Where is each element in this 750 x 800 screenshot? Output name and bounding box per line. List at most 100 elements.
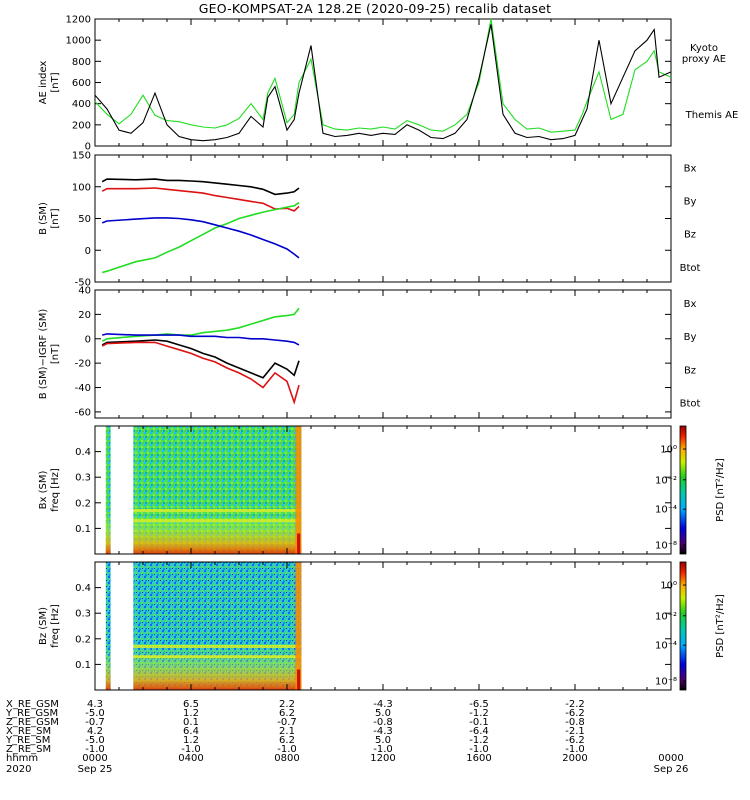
ephemeris-cell: 5.0 xyxy=(375,735,391,746)
ephemeris-cell: -0.7 xyxy=(277,717,297,728)
bx-line xyxy=(102,333,300,346)
ephemeris-cell: 6.4 xyxy=(183,726,199,737)
ephemeris-row-label: 2020 xyxy=(6,764,31,775)
ephemeris-cell: -0.7 xyxy=(85,717,105,728)
colorbar xyxy=(679,425,687,555)
ephemeris-cell: 2.2 xyxy=(279,699,295,710)
ephemeris-cell: 4.3 xyxy=(87,699,103,710)
colorbar-tick-label: 10⁻⁸ xyxy=(655,677,677,688)
low-frequency-power xyxy=(133,426,302,554)
colorbar-tick-label: 10⁰ xyxy=(660,445,677,456)
ephemeris-cell: -6.5 xyxy=(469,699,489,710)
y-tick-label: 0.1 xyxy=(75,660,91,671)
ephemeris-cell: 0000 xyxy=(82,753,107,764)
ae-panel: 0 200 400 600 800 1000 1200 AE index [nT] Kyotopr… xyxy=(38,15,738,153)
y-tick-label: 20 xyxy=(78,310,91,321)
y-tick-label: 0.3 xyxy=(75,609,91,620)
ephemeris-cell: Sep 25 xyxy=(78,764,113,775)
y-tick-label: 0.2 xyxy=(75,634,91,645)
ephemeris-row-label: Z_RE_GSM xyxy=(6,717,59,728)
ephemeris-cell: 0800 xyxy=(274,753,299,764)
btot-line xyxy=(101,178,300,196)
colorbar-tick-label: 10⁻² xyxy=(655,611,677,622)
bz-spectrogram-panel: 0.1 0.2 0.3 0.4 Bz (SM) freq [Hz] 10⁰ 10⁻² 10⁻⁴ 1… xyxy=(38,561,726,691)
ephemeris-cell: 4.2 xyxy=(87,726,103,737)
y-tick-label: 150 xyxy=(72,151,91,162)
low-frequency-power xyxy=(133,562,302,690)
ephemeris-row-label: Y_RE_SM xyxy=(5,735,50,746)
ephemeris-cell: -4.3 xyxy=(373,726,393,737)
legend-kyoto-2: proxy AE xyxy=(682,54,726,65)
ephemeris-cell: -1.0 xyxy=(373,744,393,755)
ephemeris-cell: -1.0 xyxy=(85,744,105,755)
y-tick-label: 0.3 xyxy=(75,473,91,484)
colorbar-tick-label: 10⁻⁴ xyxy=(655,641,677,652)
y-axis-unit: [nT] xyxy=(50,208,61,228)
legend-themis: Themis AE xyxy=(685,110,739,121)
y-tick-label: 200 xyxy=(72,120,91,131)
legend-btot: Btot xyxy=(680,399,701,410)
btot-line xyxy=(101,339,300,379)
ephemeris: X_RE_GSMY_RE_GSMZ_RE_GSMX_RE_SMY_RE_SMZ_… xyxy=(5,699,688,775)
ephemeris-cell: 5.0 xyxy=(375,708,391,719)
legend-bz: Bz xyxy=(684,230,696,241)
colorbar xyxy=(679,561,687,691)
legend-bx: Bx xyxy=(684,299,697,310)
ephemeris-cell: -0.8 xyxy=(373,717,393,728)
ephemeris-row-label: X_RE_GSM xyxy=(6,699,59,710)
ephemeris-cell: 0000 xyxy=(658,753,683,764)
ephemeris-cell: -1.0 xyxy=(565,744,585,755)
y-axis-unit: [nT] xyxy=(50,344,61,364)
event-column xyxy=(295,562,302,690)
ephemeris-cell: 1200 xyxy=(370,753,395,764)
ephemeris-row-label: Z_RE_SM xyxy=(6,744,51,755)
y-tick-label: 1200 xyxy=(66,15,91,26)
ephemeris-cell: 2.1 xyxy=(279,726,295,737)
y-axis-label: B (SM)−IGRF (SM) xyxy=(38,309,49,400)
ephemeris-cell: -6.2 xyxy=(565,735,585,746)
themis-ae-line xyxy=(94,24,672,142)
spectral-band xyxy=(133,644,302,648)
bx-spectrogram-panel: 0.1 0.2 0.3 0.4 Bx (SM) freq [Hz] 10⁰ 10⁻² 10⁻⁴ 1… xyxy=(38,425,726,555)
y-tick-label: 0.2 xyxy=(75,498,91,509)
legend-by: By xyxy=(684,332,697,343)
event-column-core xyxy=(297,533,301,554)
ephemeris-cell: -6.2 xyxy=(565,708,585,719)
y-tick-label: -50 xyxy=(75,278,91,289)
bx-line xyxy=(101,217,300,259)
ephemeris-row-label: Y_RE_GSM xyxy=(5,708,58,719)
colorbar-tick-label: 10⁻⁴ xyxy=(655,505,677,516)
ephemeris-cell: -1.0 xyxy=(277,744,297,755)
bz-line xyxy=(101,341,300,405)
y-axis-label: Bz (SM) xyxy=(38,607,49,645)
y-tick-label: -60 xyxy=(75,407,91,418)
ephemeris-cell: -1.0 xyxy=(181,744,201,755)
panel-frame xyxy=(94,289,672,419)
ephemeris-cell: -6.4 xyxy=(469,726,489,737)
ephemeris-cell: -2.2 xyxy=(565,699,585,710)
b-sm-panel: -50 0 50 100 150 B (SM) [nT] Bx By Bz Btot xyxy=(38,151,700,289)
y-tick-label: 50 xyxy=(78,214,91,225)
y-tick-label: 0 xyxy=(85,246,91,257)
y-axis-label: AE index xyxy=(38,61,49,105)
ephemeris-cell: -5.0 xyxy=(85,708,105,719)
by-line xyxy=(101,201,300,274)
spectral-band xyxy=(133,655,302,659)
event-column-core xyxy=(297,669,301,690)
y-tick-label: 0.1 xyxy=(75,524,91,535)
ephemeris-cell: Sep 26 xyxy=(654,764,689,775)
y-tick-label: 400 xyxy=(72,99,91,110)
y-tick-label: 0.4 xyxy=(75,447,91,458)
legend-by: By xyxy=(684,197,697,208)
ephemeris-cell: -0.1 xyxy=(469,717,489,728)
ephemeris-cell: -1.0 xyxy=(469,744,489,755)
y-tick-label: 0 xyxy=(85,334,91,345)
y-axis-unit: freq [Hz] xyxy=(50,604,61,648)
y-tick-label: -20 xyxy=(75,359,91,370)
y-tick-label: 800 xyxy=(72,57,91,68)
kyoto-ae-line xyxy=(94,18,672,133)
ephemeris-cell: 0400 xyxy=(178,753,203,764)
y-axis-label: B (SM) xyxy=(38,202,49,235)
ephemeris-row-label: hhmm xyxy=(6,753,38,764)
